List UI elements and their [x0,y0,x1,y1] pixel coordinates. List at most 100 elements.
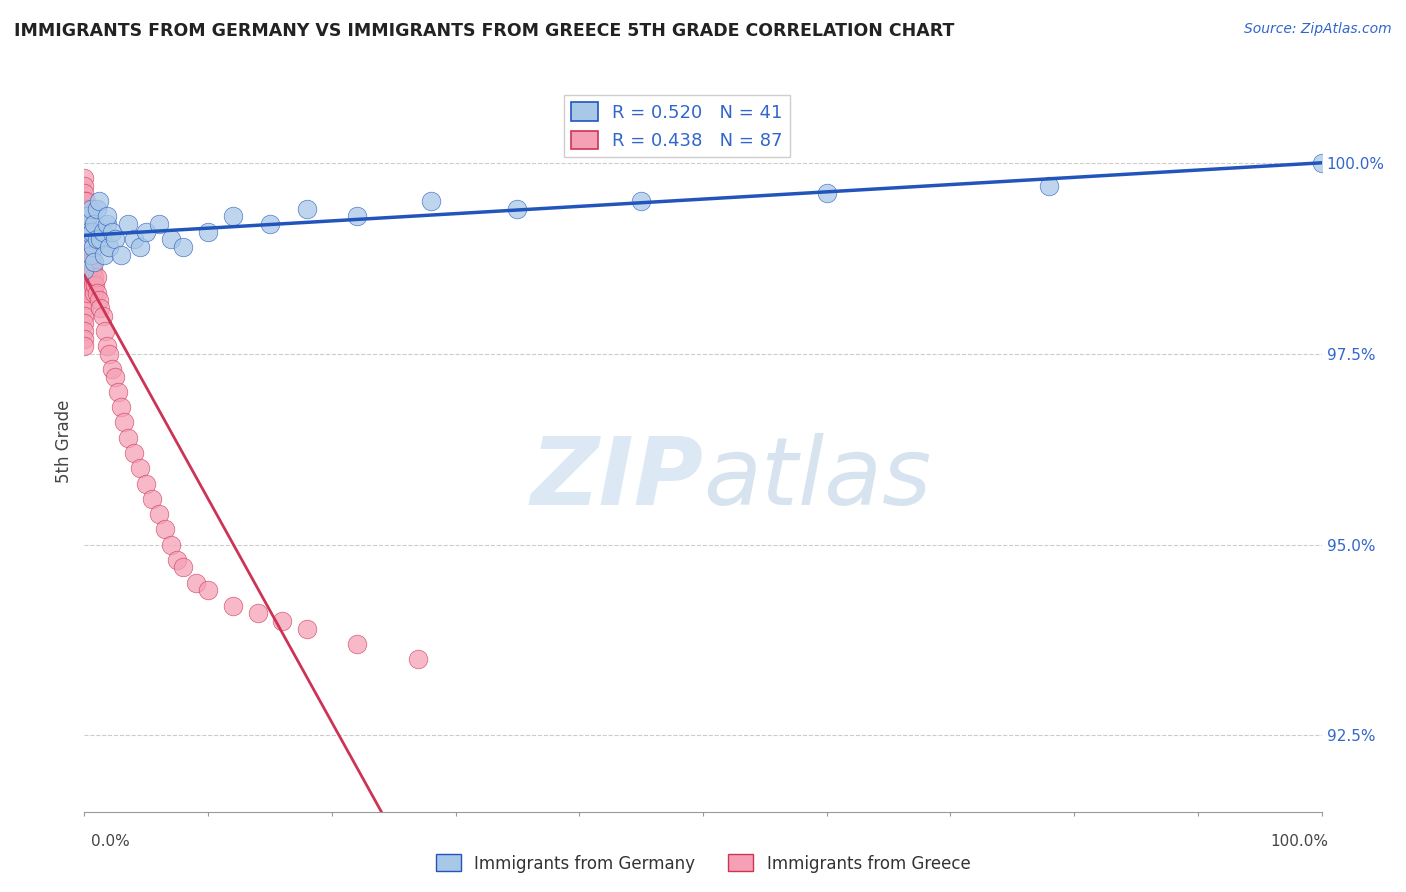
Point [346,210,368,224]
Point [75,240,97,254]
Point [96,339,118,353]
Text: ZIP: ZIP [530,433,703,524]
Point [73,331,96,345]
Point [184,575,207,590]
Point [117,431,139,445]
Point [73,225,96,239]
Point [73,202,96,216]
Point [75,270,97,285]
Point [73,178,96,193]
Point [96,217,118,231]
Point [83,255,105,269]
Point [80,255,103,269]
Point [77,225,100,239]
Point [122,232,145,246]
Point [100,225,122,239]
Point [73,247,96,261]
Text: atlas: atlas [703,433,931,524]
Text: 0.0%: 0.0% [91,834,131,848]
Point [89,194,111,208]
Point [295,202,318,216]
Point [271,614,294,628]
Point [73,324,96,338]
Point [73,339,96,353]
Point [82,262,104,277]
Point [110,247,132,261]
Point [73,202,96,216]
Point [112,416,135,430]
Point [73,316,96,330]
Point [129,240,152,254]
Point [506,202,529,216]
Point [73,293,96,308]
Point [222,599,245,613]
Point [148,507,170,521]
Point [117,217,139,231]
Point [100,362,122,376]
Point [153,522,176,536]
Point [73,270,96,285]
Point [79,270,101,285]
Point [73,186,96,201]
Text: 100.0%: 100.0% [1271,834,1329,848]
Point [96,210,118,224]
Point [141,491,163,506]
Point [80,270,103,285]
Point [160,538,183,552]
Point [172,240,194,254]
Point [76,247,98,261]
Text: IMMIGRANTS FROM GERMANY VS IMMIGRANTS FROM GREECE 5TH GRADE CORRELATION CHART: IMMIGRANTS FROM GERMANY VS IMMIGRANTS FR… [14,22,955,40]
Point [73,210,96,224]
Point [76,262,98,277]
Point [79,255,101,269]
Point [197,583,219,598]
Point [408,652,430,666]
Point [73,232,96,246]
Point [94,324,117,338]
Point [1310,156,1333,170]
Point [76,217,98,231]
Point [93,247,115,261]
Point [77,232,100,246]
Point [75,225,97,239]
Point [83,270,105,285]
Point [73,217,96,231]
Point [73,240,96,254]
Point [630,194,652,208]
Point [91,309,114,323]
Point [104,232,127,246]
Point [77,262,100,277]
Point [79,240,101,254]
Point [84,278,107,293]
Point [75,255,97,269]
Point [82,278,104,293]
Point [75,194,97,208]
Point [89,301,111,315]
Point [76,232,98,246]
Point [98,240,121,254]
Point [82,240,104,254]
Point [197,225,219,239]
Point [77,247,100,261]
Point [83,285,105,300]
Point [79,247,101,261]
Point [73,255,96,269]
Point [86,270,108,285]
Point [89,293,111,308]
Point [73,285,96,300]
Point [259,217,281,231]
Point [419,194,441,208]
Point [80,225,103,239]
Point [295,622,318,636]
Point [86,232,108,246]
Point [79,202,101,216]
Point [122,446,145,460]
Point [107,384,129,399]
Point [1038,178,1060,193]
Point [79,240,101,254]
Point [73,262,96,277]
Point [166,553,188,567]
Point [86,285,108,300]
Point [83,217,105,231]
Point [91,225,114,239]
